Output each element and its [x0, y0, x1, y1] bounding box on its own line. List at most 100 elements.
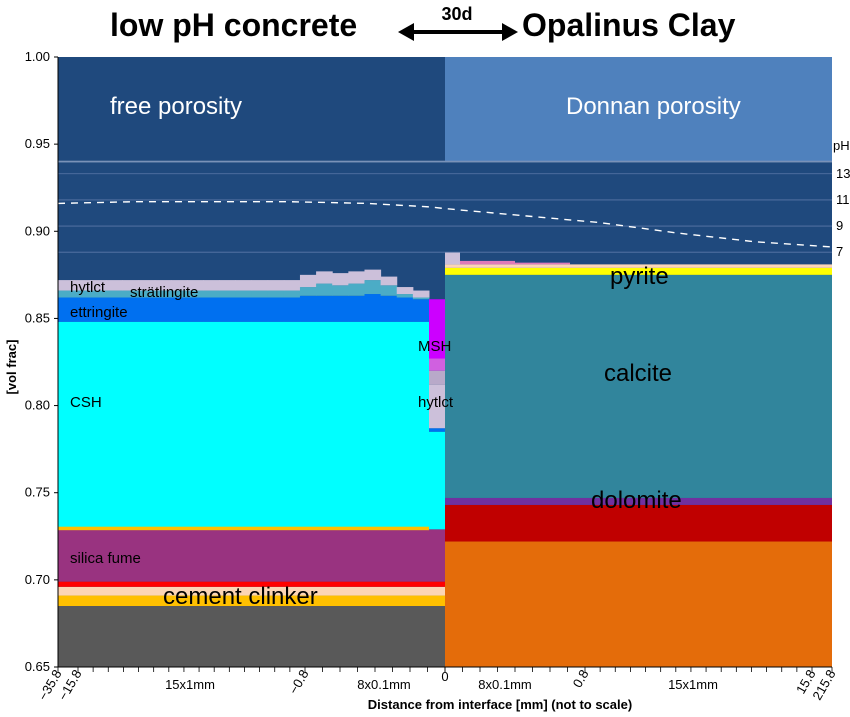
ettringite-label: ettringite — [70, 304, 128, 321]
ettringite-segment — [316, 295, 333, 322]
x-segment-label: 15x1mm — [668, 677, 718, 692]
interface-csh — [429, 431, 445, 530]
x-segment-label: 8x0.1mm — [478, 677, 531, 692]
ettringite-segment — [90, 297, 107, 322]
x-axis-label: Distance from interface [mm] (not to sca… — [368, 697, 632, 712]
stratlingite-segment — [380, 285, 398, 296]
clay-interface-pink — [460, 260, 515, 265]
concrete-layer-0 — [58, 606, 429, 667]
stratlingite-segment — [235, 290, 253, 298]
ettringite-segment — [138, 297, 156, 322]
ph-tick-label: 9 — [836, 218, 843, 233]
concrete-layer-1 — [58, 595, 429, 606]
donnan-porosity-label: Donnan porosity — [566, 93, 741, 120]
hytlct-segment — [170, 280, 188, 291]
hytlct-segment — [187, 280, 204, 291]
ph-gridline-top — [58, 160, 832, 163]
y-tick-label: 0.65 — [25, 659, 50, 674]
stratlingite-segment — [203, 290, 220, 298]
csh-label: CSH — [70, 394, 102, 411]
hytlct-segment — [396, 287, 414, 295]
interface-layer-2 — [429, 586, 445, 596]
stratlingite-segment — [138, 290, 156, 298]
stratlingite-segment — [412, 297, 430, 300]
interface-layer-3 — [429, 581, 445, 587]
ettringite-segment — [74, 297, 91, 322]
ettringite-segment — [267, 297, 285, 322]
clay-layer-0 — [445, 541, 832, 667]
ettringite-segment — [299, 295, 317, 322]
concrete-layer-3 — [58, 581, 429, 587]
ph-tick-label: 11 — [836, 192, 850, 207]
stratlingite-segment — [187, 290, 204, 298]
double-arrow-icon — [398, 23, 518, 41]
stratlingite-segment — [267, 290, 285, 298]
stratlingite-segment — [364, 280, 382, 295]
hytlct-segment — [251, 280, 269, 291]
ettringite-segment — [396, 297, 414, 322]
interface-msh — [429, 299, 445, 359]
hytlct-segment — [203, 280, 220, 291]
ettringite-segment — [122, 297, 140, 322]
clay-layer-2 — [445, 497, 832, 505]
hytlct-segment — [316, 271, 333, 284]
ettringite-segment — [219, 297, 236, 322]
ettringite-segment — [251, 297, 269, 322]
ettringite-segment — [58, 297, 75, 322]
y-tick-label: 0.95 — [25, 136, 50, 151]
stratlingite-label: strätlingite — [130, 284, 198, 301]
clay-layer-4 — [445, 267, 832, 275]
ettringite-segment — [412, 299, 430, 322]
pyrite-label: pyrite — [610, 263, 669, 290]
concrete-layer-2 — [58, 586, 429, 596]
hytlct-segment — [235, 280, 253, 291]
ph-tick-label: 7 — [836, 244, 843, 259]
interface-ettringite — [429, 428, 445, 432]
interface-layer-4 — [429, 529, 445, 582]
stratlingite-segment — [90, 290, 107, 298]
stratlingite-segment — [122, 290, 140, 298]
stratlingite-segment — [299, 287, 317, 296]
hytlct-segment — [348, 271, 365, 284]
clay-layer-5 — [445, 264, 832, 268]
ettringite-segment — [348, 295, 365, 322]
ettringite-segment — [106, 297, 124, 322]
plot-area — [57, 57, 833, 667]
layer-labels: free porosity Donnan porosity hytlct strätl… — [70, 93, 741, 610]
interface-hytlct-label: hytlct — [418, 394, 454, 411]
y-tick-label: 0.90 — [25, 223, 50, 238]
hytlct-segment — [412, 290, 430, 298]
csh-base-line — [58, 526, 429, 531]
left-title: low pH concrete — [110, 7, 357, 43]
calcite-label: calcite — [604, 360, 672, 387]
interface-layer-1 — [429, 595, 445, 606]
x-segment-label: 15x1mm — [165, 677, 215, 692]
free-porosity-label: free porosity — [110, 93, 242, 120]
stratlingite-segment — [58, 290, 75, 298]
concrete-layer-4 — [58, 529, 429, 582]
ettringite-segment — [332, 295, 349, 322]
hytlct-segment — [74, 280, 91, 291]
stratlingite-segment — [106, 290, 124, 298]
clay-interface-pink-2 — [515, 262, 570, 265]
hytlct-segment — [380, 276, 398, 286]
hytlct-segment — [299, 274, 317, 288]
y-tick-label: 0.70 — [25, 572, 50, 587]
stratlingite-segment — [219, 290, 236, 298]
y-tick-label: 1.00 — [25, 49, 50, 64]
ph-tick-label: 13 — [836, 166, 850, 181]
hytlct-segment — [138, 280, 156, 291]
y-axis-label: [vol frac] — [4, 340, 19, 395]
stratlingite-segment — [332, 285, 349, 296]
ettringite-segment — [203, 297, 220, 322]
ph-axis-title: pH — [833, 138, 850, 153]
ettringite-segment — [283, 297, 301, 322]
y-tick-label: 0.75 — [25, 485, 50, 500]
interface-grey — [429, 370, 445, 385]
donnan-porosity-region — [445, 57, 832, 162]
clay-layer-3 — [445, 274, 832, 498]
hytlct-segment — [122, 280, 140, 291]
ettringite-segment — [170, 297, 188, 322]
hytlct-segment — [154, 280, 172, 291]
